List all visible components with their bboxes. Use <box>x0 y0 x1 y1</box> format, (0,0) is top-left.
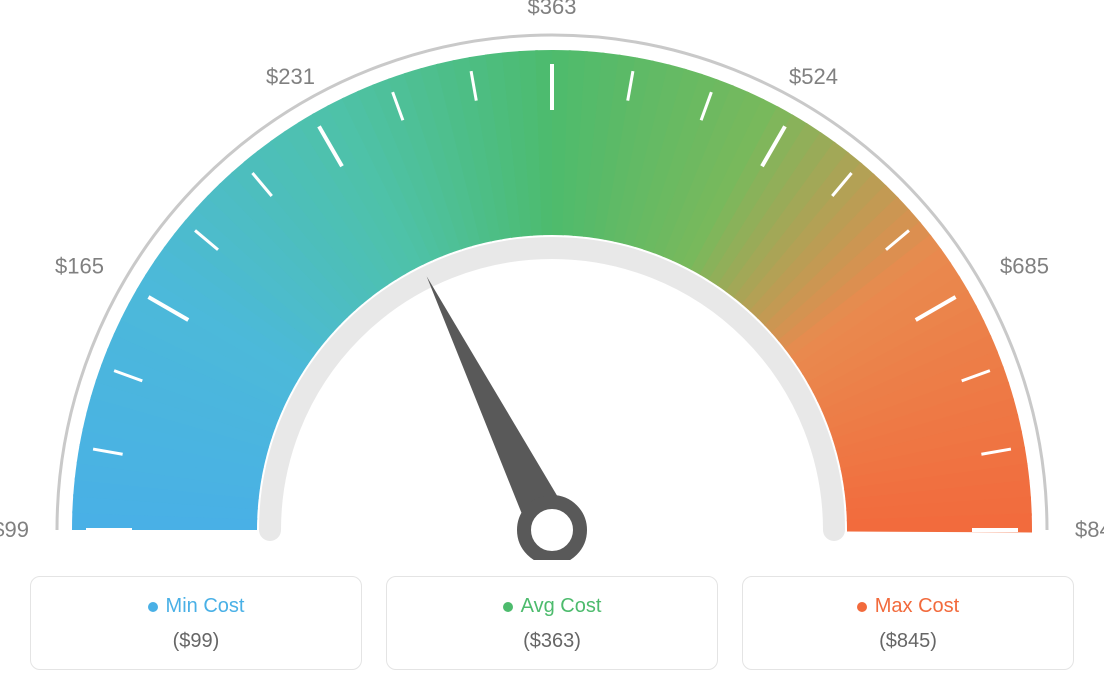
legend-label-avg: Avg Cost <box>521 595 602 618</box>
legend-card-avg: Avg Cost ($363) <box>386 576 718 670</box>
legend-label-min: Min Cost <box>166 595 245 618</box>
gauge-tick-label: $845 <box>1075 517 1104 543</box>
gauge-tick-label: $524 <box>789 64 838 90</box>
legend-label-max: Max Cost <box>875 595 959 618</box>
legend-value-min: ($99) <box>41 630 351 653</box>
gauge-tick-label: $165 <box>55 253 104 279</box>
legend-row: Min Cost ($99) Avg Cost ($363) Max Cost … <box>30 576 1074 670</box>
legend-dot-avg <box>503 602 513 612</box>
legend-dot-min <box>148 602 158 612</box>
legend-value-max: ($845) <box>753 630 1063 653</box>
legend-card-max: Max Cost ($845) <box>742 576 1074 670</box>
gauge-tick-label: $363 <box>528 0 577 20</box>
legend-card-min: Min Cost ($99) <box>30 576 362 670</box>
gauge-tick-label: $685 <box>1000 253 1049 279</box>
gauge-tick-label: $231 <box>266 64 315 90</box>
legend-value-avg: ($363) <box>397 630 707 653</box>
legend-dot-max <box>857 602 867 612</box>
gauge-tick-label: $99 <box>0 517 29 543</box>
cost-gauge: $99 $165 $231 $363 $524 $685 $845 <box>0 0 1104 560</box>
